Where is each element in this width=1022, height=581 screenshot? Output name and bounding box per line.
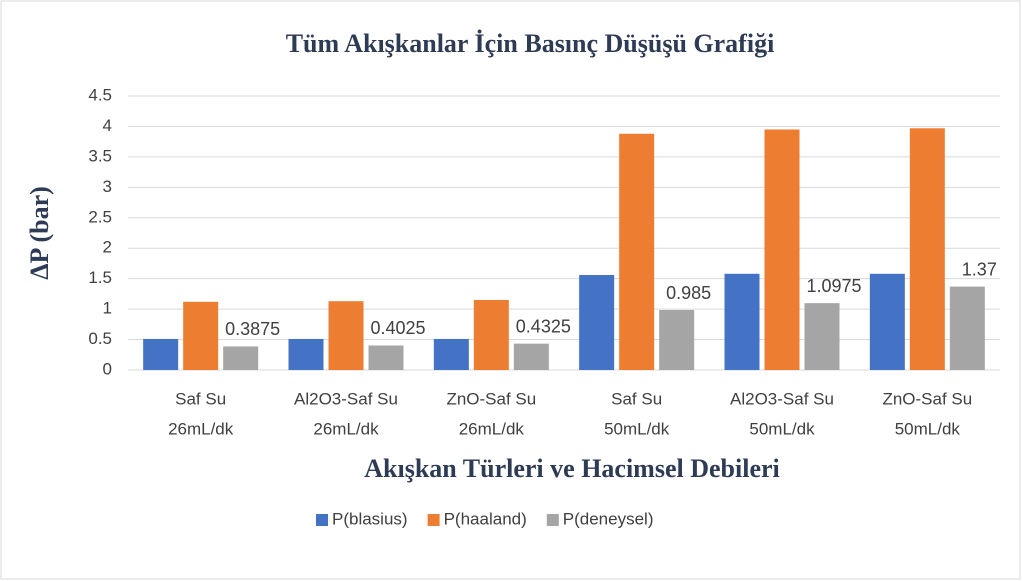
y-tick-label: 3.5 xyxy=(88,146,112,165)
legend-swatch xyxy=(546,514,559,526)
x-tick-label: 26mL/dk xyxy=(168,419,234,438)
y-tick-label: 1.5 xyxy=(88,268,112,287)
bar xyxy=(288,338,324,370)
y-tick-label: 2 xyxy=(103,238,112,257)
data-label: 0.3875 xyxy=(225,319,280,339)
y-tick-label: 4.5 xyxy=(88,85,112,104)
bar xyxy=(949,286,985,370)
legend-label: P(blasius) xyxy=(332,509,408,528)
x-tick-label: ZnO-Saf Su xyxy=(446,389,536,408)
x-tick-label: Al2O3-Saf Su xyxy=(730,389,834,408)
bar xyxy=(433,338,469,370)
legend-label: P(haaland) xyxy=(444,509,527,528)
bar xyxy=(143,338,179,370)
data-label: 0.4025 xyxy=(370,318,425,338)
legend-swatch xyxy=(316,514,328,526)
bar xyxy=(804,303,840,370)
bar xyxy=(619,133,655,370)
legend-swatch xyxy=(427,514,440,526)
x-tick-label: 26mL/dk xyxy=(313,419,379,438)
x-axis-title: Akışkan Türleri ve Hacimsel Debileri xyxy=(364,454,780,483)
legend-label: P(deneysel) xyxy=(563,509,654,528)
bar xyxy=(909,128,945,370)
y-tick-label: 1 xyxy=(103,299,112,318)
bar xyxy=(659,310,695,370)
chart-title: Tüm Akışkanlar İçin Basınç Düşüşü Grafiğ… xyxy=(286,29,775,58)
x-tick-label: Saf Su xyxy=(175,389,226,408)
x-tick-label: 50mL/dk xyxy=(749,419,815,438)
y-axis-title: ΔP (bar) xyxy=(25,186,54,280)
y-tick-label: 4 xyxy=(103,116,112,135)
bar xyxy=(579,275,615,370)
x-tick-label: 50mL/dk xyxy=(895,419,961,438)
bar xyxy=(368,345,404,370)
data-label: 1.37 xyxy=(962,259,997,279)
y-tick-label: 3 xyxy=(103,177,112,196)
data-label: 1.0975 xyxy=(806,276,861,296)
bar xyxy=(223,346,259,370)
y-tick-label: 0 xyxy=(103,359,112,378)
x-tick-label: 26mL/dk xyxy=(459,419,525,438)
x-tick-label: ZnO-Saf Su xyxy=(882,389,972,408)
bar xyxy=(183,301,219,370)
y-tick-label: 2.5 xyxy=(88,207,112,226)
data-label: 0.985 xyxy=(666,283,711,303)
x-tick-label: 50mL/dk xyxy=(604,419,670,438)
y-tick-label: 0.5 xyxy=(88,329,112,348)
x-tick-label: Saf Su xyxy=(611,389,662,408)
x-tick-label: Al2O3-Saf Su xyxy=(294,389,398,408)
bar xyxy=(764,129,800,370)
bar xyxy=(724,273,760,370)
bar xyxy=(513,343,549,370)
bar xyxy=(328,301,364,370)
bar xyxy=(869,273,905,370)
bar xyxy=(473,299,509,370)
data-label: 0.4325 xyxy=(516,316,571,336)
